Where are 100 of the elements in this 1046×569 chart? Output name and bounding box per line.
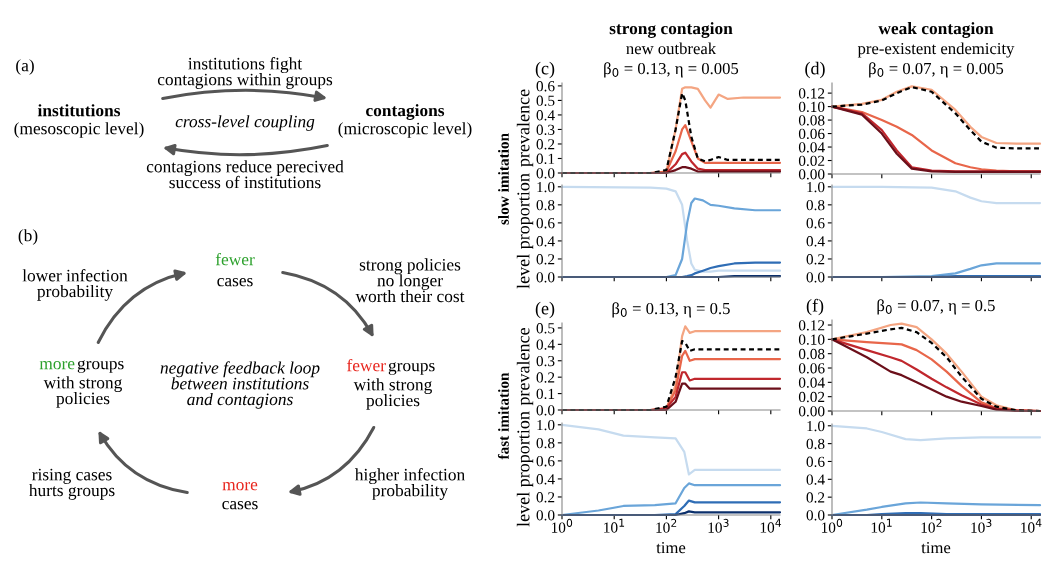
chart-title: weak contagion bbox=[878, 22, 994, 38]
text: (b) bbox=[18, 229, 38, 245]
y-tick-label: 0.1 bbox=[536, 388, 555, 400]
x-axis-title: time bbox=[921, 542, 951, 554]
y-tick-label: 0.0 bbox=[536, 272, 555, 283]
x-tick-label: 10$^{1}$ bbox=[604, 518, 625, 533]
y-tick-label: 0.04 bbox=[798, 142, 825, 153]
y-tick-label: 0.06 bbox=[798, 128, 825, 140]
y-tick-label: 0.12 bbox=[798, 88, 825, 99]
y-axis-title: prevalence bbox=[516, 328, 534, 406]
y-tick-label: 0.4 bbox=[536, 474, 555, 485]
text: β$_{0}$ = 0.13, η = 0.005 bbox=[604, 62, 739, 78]
y-tick-label: 0.0 bbox=[806, 510, 825, 521]
text: rising cases hurts groups bbox=[29, 468, 115, 500]
y-tick-label: 0.8 bbox=[806, 199, 825, 211]
y-tick-label: 1.0 bbox=[807, 181, 825, 193]
text: (microscopic level) bbox=[338, 122, 472, 138]
y-tick-label: 0.06 bbox=[798, 363, 825, 374]
y-tick-label: 1.0 bbox=[537, 181, 555, 193]
text: with strong policies bbox=[43, 376, 122, 408]
y-tick-label: 0.1 bbox=[536, 153, 555, 164]
y-tick-label: 0.00 bbox=[798, 169, 825, 180]
y-tick-label: 0.6 bbox=[536, 81, 555, 92]
text: cross-level coupling bbox=[175, 115, 315, 131]
text: (c) bbox=[535, 61, 555, 79]
text: institutions bbox=[37, 104, 121, 117]
x-tick-label: 10$^{3}$ bbox=[971, 518, 992, 533]
x-axis-title: time bbox=[656, 542, 686, 554]
text: with strong policies bbox=[353, 378, 432, 410]
y-tick-label: 0.0 bbox=[536, 405, 555, 416]
y-axis-title: level proportion bbox=[516, 411, 534, 527]
y-tick-label: 0.4 bbox=[806, 236, 825, 247]
y-tick-label: 0.0 bbox=[806, 272, 825, 283]
y-tick-label: 0.08 bbox=[798, 348, 825, 360]
text: negative feedback loop between institutions and contagions bbox=[160, 361, 320, 409]
text: β$_{0}$ = 0.13, η = 0.5 bbox=[612, 302, 730, 318]
y-tick-label: 0.04 bbox=[798, 377, 825, 388]
text: (a) bbox=[16, 59, 34, 75]
y-tick-label: 0.2 bbox=[536, 139, 555, 150]
x-tick-label: 10$^{4}$ bbox=[760, 518, 782, 533]
y-tick-label: 1.0 bbox=[807, 420, 825, 432]
y-tick-label: 0.6 bbox=[806, 456, 825, 467]
text: more bbox=[222, 481, 258, 491]
text: cases bbox=[217, 277, 253, 287]
text: fewer bbox=[215, 252, 255, 266]
y-tick-label: 0.02 bbox=[798, 391, 825, 403]
y-tick-label: 0.4 bbox=[536, 110, 555, 121]
x-tick-label: 10$^{2}$ bbox=[656, 518, 677, 533]
x-tick-label: 10$^{1}$ bbox=[871, 518, 892, 533]
y-tick-label: 0.10 bbox=[798, 334, 825, 345]
text: contagions bbox=[366, 104, 445, 120]
y-axis-title: level proportion bbox=[516, 173, 534, 289]
text: (f) bbox=[806, 298, 824, 316]
x-tick-label: 10$^{3}$ bbox=[708, 518, 729, 533]
text: fast imitation bbox=[497, 372, 509, 460]
text: β$_{0}$ = 0.07, η = 0.5 bbox=[877, 299, 995, 315]
y-tick-label: 0.5 bbox=[536, 323, 555, 334]
text: groups bbox=[388, 362, 435, 375]
x-tick-label: 10$^{2}$ bbox=[921, 518, 942, 533]
y-tick-label: 0.2 bbox=[536, 254, 555, 265]
y-tick-label: 0.00 bbox=[798, 406, 825, 417]
text: slow imitation bbox=[498, 133, 509, 225]
y-tick-label: 0.4 bbox=[536, 236, 555, 247]
text: higher infection probability bbox=[354, 468, 465, 500]
y-tick-label: 0.6 bbox=[536, 456, 555, 467]
text: (mesoscopic level) bbox=[14, 122, 144, 138]
y-tick-label: 0.02 bbox=[798, 155, 825, 167]
y-tick-label: 0.8 bbox=[536, 437, 555, 449]
y-tick-label: 0.6 bbox=[536, 218, 555, 229]
text: cases bbox=[222, 500, 258, 510]
text: β$_{0}$ = 0.07, η = 0.005 bbox=[869, 62, 1004, 78]
y-axis-title: prevalence bbox=[516, 89, 534, 167]
y-tick-label: 0.8 bbox=[536, 199, 555, 211]
y-tick-label: 0.3 bbox=[536, 355, 555, 367]
text: institutions fight contagions within groups bbox=[157, 57, 333, 89]
y-tick-label: 0.4 bbox=[536, 339, 555, 350]
y-tick-label: 0.08 bbox=[798, 115, 825, 126]
y-tick-label: 0.12 bbox=[798, 320, 825, 331]
y-tick-label: 0.0 bbox=[536, 168, 555, 179]
y-tick-label: 0.5 bbox=[536, 95, 555, 106]
y-tick-label: 0.10 bbox=[798, 101, 825, 113]
y-tick-label: 0.6 bbox=[806, 218, 825, 229]
text: more bbox=[39, 360, 75, 370]
chart-subtitle: pre-existent endemicity bbox=[857, 42, 1015, 58]
y-tick-label: 0.8 bbox=[806, 438, 825, 450]
y-tick-label: 0.4 bbox=[806, 474, 825, 485]
y-tick-label: 0.2 bbox=[806, 254, 825, 265]
y-tick-label: 0.0 bbox=[536, 510, 555, 521]
y-tick-label: 0.2 bbox=[806, 492, 825, 503]
chart-title: strong contagion bbox=[609, 22, 733, 38]
text: (d) bbox=[805, 61, 825, 79]
x-tick-label: 10$^{4}$ bbox=[1021, 518, 1042, 533]
y-tick-label: 0.2 bbox=[536, 492, 555, 503]
y-tick-label: 0.2 bbox=[536, 372, 555, 383]
text: strong policies no longer worth their cost bbox=[355, 258, 465, 303]
text: groups bbox=[77, 360, 124, 373]
chart-subtitle: new outbreak bbox=[626, 42, 717, 55]
text: contagions reduce perecived success of institutions bbox=[146, 160, 344, 189]
text: lower infection probability bbox=[22, 269, 128, 301]
text: fewer bbox=[347, 358, 386, 372]
